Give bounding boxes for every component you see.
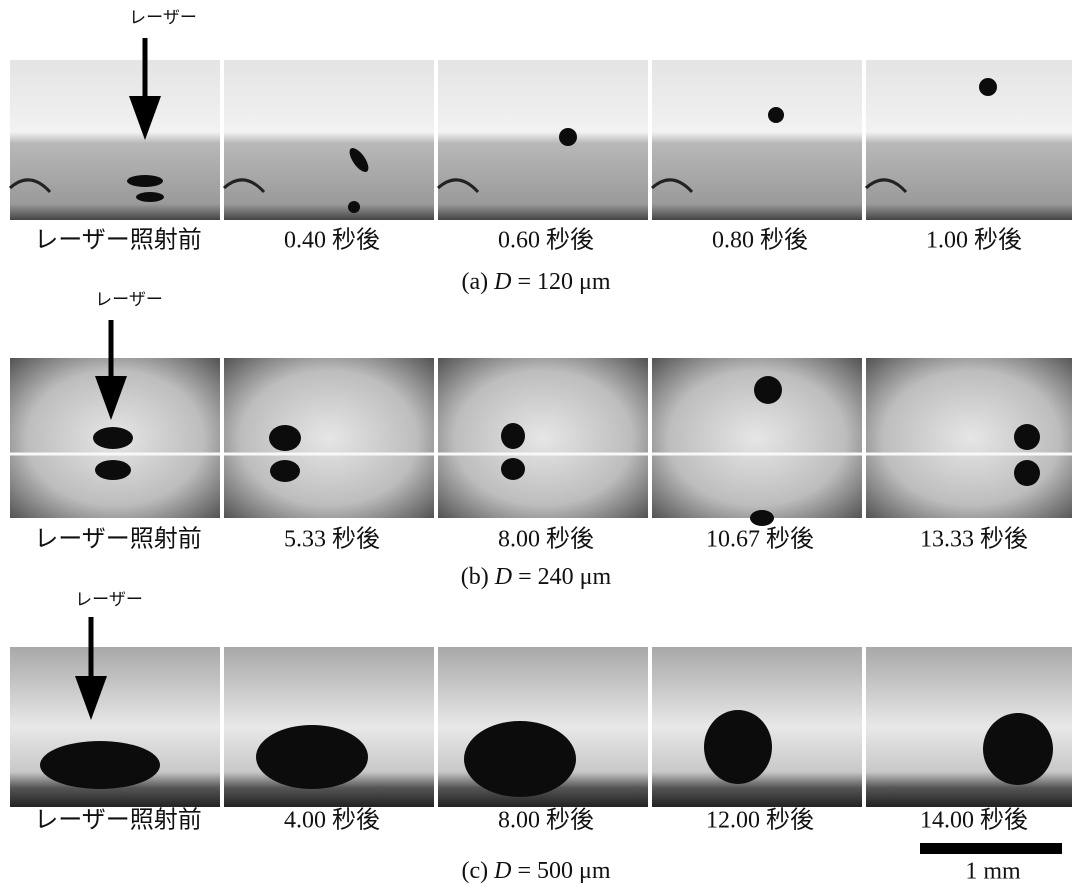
droplet <box>1014 424 1040 450</box>
droplet <box>348 201 360 213</box>
row-caption-part: (c) <box>461 858 488 884</box>
frame-caption: 8.00 秒後 <box>498 807 594 834</box>
droplet <box>983 713 1053 785</box>
laser-label: レーザー <box>129 8 197 28</box>
row-caption-part: = 120 μm <box>517 269 610 295</box>
laser-label: レーザー <box>75 590 143 610</box>
droplet <box>1014 460 1040 486</box>
frame <box>224 60 434 220</box>
frame-caption: 10.67 秒後 <box>706 526 814 553</box>
frame <box>224 358 434 518</box>
row-caption-part: D <box>493 269 511 295</box>
frame-image <box>866 358 1072 518</box>
frame <box>866 60 1072 220</box>
row-caption-part: D <box>494 564 512 590</box>
frame-image <box>438 358 648 518</box>
droplet <box>269 425 301 451</box>
scale-bar <box>920 843 1062 854</box>
row-caption: (c)D= 500 μm <box>461 858 610 884</box>
frame-caption: 0.80 秒後 <box>712 227 808 254</box>
frame-caption: 12.00 秒後 <box>706 807 814 834</box>
frame-caption: 5.33 秒後 <box>284 526 380 553</box>
frame-image <box>10 60 220 220</box>
row-caption: (a)D= 120 μm <box>461 269 610 295</box>
droplet <box>979 78 997 96</box>
droplet <box>704 710 772 784</box>
frame-caption: 14.00 秒後 <box>920 807 1028 834</box>
figure: レーザー照射前0.40 秒後0.60 秒後0.80 秒後1.00 秒後レーザー(… <box>0 0 1072 888</box>
frame-caption: 4.00 秒後 <box>284 807 380 834</box>
droplet <box>40 741 160 789</box>
frame <box>438 647 648 807</box>
scale-bar-label: 1 mm <box>965 859 1021 885</box>
droplet <box>136 192 164 202</box>
frame-caption: 0.40 秒後 <box>284 227 380 254</box>
row-caption-part: = 240 μm <box>518 564 611 590</box>
frame-caption: 13.33 秒後 <box>920 526 1028 553</box>
droplet <box>95 460 131 480</box>
row-caption-part: (b) <box>461 564 489 590</box>
frame-caption: 0.60 秒後 <box>498 227 594 254</box>
frame <box>652 358 862 526</box>
frame-image <box>866 60 1072 220</box>
frame-image <box>652 60 862 220</box>
droplet <box>127 175 163 187</box>
droplet <box>754 376 782 404</box>
frame <box>652 647 862 807</box>
frame-image <box>224 358 434 518</box>
frame-image <box>438 60 648 220</box>
row-caption: (b)D= 240 μm <box>461 564 612 590</box>
frame-caption: レーザー照射前 <box>34 526 202 553</box>
droplet <box>464 721 576 797</box>
frame <box>10 647 220 807</box>
frame <box>652 60 862 220</box>
droplet <box>256 725 368 789</box>
row-caption-part: D <box>493 858 511 884</box>
frame-caption: 8.00 秒後 <box>498 526 594 553</box>
droplet <box>93 427 133 449</box>
frame <box>438 358 648 518</box>
frame <box>438 60 648 220</box>
frame-caption: 1.00 秒後 <box>926 227 1022 254</box>
droplet <box>501 458 525 480</box>
frame <box>10 60 220 220</box>
frame-image <box>224 60 434 220</box>
frame-caption: レーザー照射前 <box>34 227 202 254</box>
frame <box>866 647 1072 807</box>
row-caption-part: (a) <box>461 269 488 295</box>
frame-caption: レーザー照射前 <box>34 807 202 834</box>
row-caption-part: = 500 μm <box>517 858 610 884</box>
droplet <box>750 510 774 526</box>
droplet <box>501 423 525 449</box>
droplet <box>768 107 784 123</box>
droplet <box>559 128 577 146</box>
frame <box>224 647 434 807</box>
frame <box>866 358 1072 518</box>
laser-label: レーザー <box>95 290 163 310</box>
droplet <box>270 460 300 482</box>
